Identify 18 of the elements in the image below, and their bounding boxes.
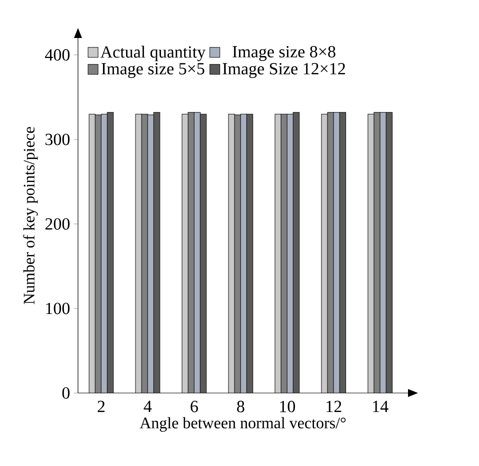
- y-tick-label: 100: [46, 302, 70, 314]
- legend-label: Image size 5×5: [102, 63, 204, 78]
- x-axis-title: Angle between normal vectors/°: [140, 417, 346, 432]
- legend-label: Image size 8×8: [232, 46, 336, 61]
- y-tick-label: 0: [62, 387, 70, 399]
- y-tick-label: 300: [46, 134, 70, 146]
- x-tick-label: 4: [144, 400, 152, 412]
- x-tick-label: 6: [190, 400, 198, 412]
- y-tick-label: 200: [45, 218, 70, 230]
- y-axis-title: Number of key points/piece: [23, 126, 38, 304]
- x-tick-label: 14: [373, 400, 388, 412]
- legend-label: Actual quantity: [100, 46, 206, 62]
- legend-label: Image Size 12×12: [222, 63, 345, 78]
- x-tick-label: 10: [280, 400, 296, 412]
- x-tick-label: 2: [98, 400, 105, 412]
- y-tick-label: 400: [45, 49, 70, 61]
- x-tick-label: 8: [237, 400, 244, 412]
- x-tick-label: 12: [326, 400, 342, 412]
